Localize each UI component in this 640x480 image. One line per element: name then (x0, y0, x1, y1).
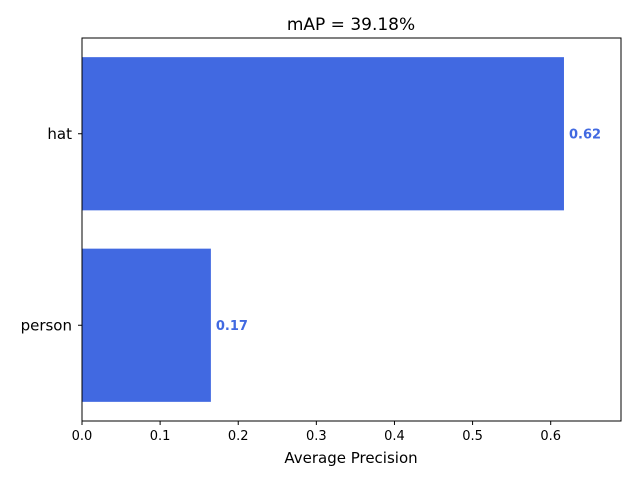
x-tick-label: 0.6 (540, 429, 561, 444)
bar-person (82, 248, 211, 402)
chart-title: mAP = 39.18% (287, 15, 415, 35)
x-tick-label: 0.4 (384, 429, 405, 444)
y-axis-ticks: hat person (21, 125, 82, 334)
bars-layer (82, 57, 564, 402)
plot-frame (81, 37, 622, 422)
y-tick-label-person: person (21, 316, 72, 334)
y-tick-label-hat: hat (47, 125, 72, 143)
x-axis-ticks: 0.0 0.1 0.2 0.3 0.4 0.5 0.6 (72, 421, 561, 444)
value-label-hat: 0.62 (569, 127, 601, 142)
value-label-person: 0.17 (216, 319, 248, 334)
x-tick-label: 0.1 (150, 429, 171, 444)
value-labels-layer: 0.62 0.17 (216, 127, 601, 334)
x-tick-label: 0.3 (306, 429, 327, 444)
x-tick-label: 0.5 (462, 429, 483, 444)
x-axis-label: Average Precision (284, 449, 417, 467)
x-tick-label: 0.2 (228, 429, 249, 444)
x-tick-label: 0.0 (72, 429, 93, 444)
bar-hat (82, 57, 564, 211)
